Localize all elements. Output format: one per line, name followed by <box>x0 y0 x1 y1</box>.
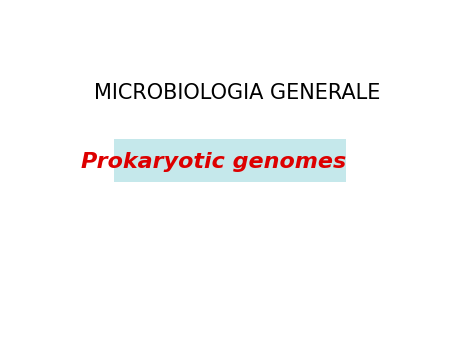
Text: MICROBIOLOGIA GENERALE: MICROBIOLOGIA GENERALE <box>94 82 381 103</box>
FancyBboxPatch shape <box>114 140 346 183</box>
Text: Prokaryotic genomes: Prokaryotic genomes <box>81 151 346 172</box>
